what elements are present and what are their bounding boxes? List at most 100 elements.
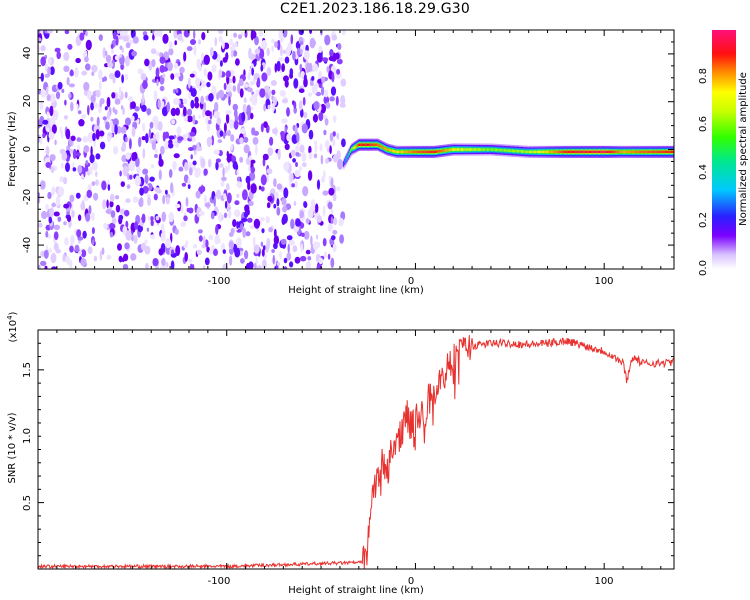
noise-speckle (102, 47, 107, 59)
noise-speckle (198, 39, 201, 45)
ridge-cell (407, 150, 410, 154)
noise-speckle (157, 98, 161, 109)
noise-speckle (202, 80, 206, 88)
noise-speckle (267, 104, 271, 110)
noise-speckle (244, 204, 250, 213)
noise-speckle (313, 101, 320, 110)
noise-speckle (109, 193, 115, 202)
noise-speckle (151, 59, 156, 68)
noise-speckle (40, 89, 47, 98)
noise-speckle (155, 215, 160, 221)
ridge-cell (637, 150, 640, 154)
ridge-cell (602, 150, 604, 154)
noise-speckle (254, 36, 259, 46)
noise-speckle (162, 73, 166, 78)
noise-speckle (111, 217, 117, 224)
ridge-cell (599, 150, 601, 154)
noise-speckle (188, 258, 192, 263)
noise-speckle (307, 208, 314, 219)
noise-speckle (114, 70, 121, 78)
ridge-cell (627, 150, 629, 154)
noise-speckle (282, 49, 286, 55)
noise-speckle (174, 228, 179, 235)
ridge-cell (357, 143, 360, 147)
ridge-cell (371, 143, 373, 146)
noise-speckle (259, 88, 266, 98)
snr-ylabel: SNR (10 * v/v) (7, 412, 18, 483)
noise-speckle (283, 266, 288, 269)
noise-speckle (90, 94, 96, 103)
noise-speckle (45, 204, 49, 211)
noise-speckle (203, 168, 208, 176)
ridge-cell (590, 150, 592, 154)
noise-speckle (134, 221, 139, 230)
snr-series-line (38, 335, 674, 569)
noise-speckle (150, 216, 154, 222)
noise-speckle (118, 214, 124, 221)
ridge-cell (654, 150, 657, 154)
ridge-cell (574, 150, 576, 154)
ridge-cell (426, 150, 429, 154)
noise-speckle (274, 63, 278, 73)
noise-speckle (218, 163, 224, 168)
noise-speckle (200, 95, 204, 105)
noise-speckle (160, 231, 166, 242)
noise-speckle (176, 126, 182, 135)
noise-speckle (144, 239, 148, 244)
noise-speckle (83, 168, 86, 178)
noise-speckle (120, 126, 127, 134)
noise-speckle (259, 48, 265, 60)
ridge-cell (664, 150, 667, 154)
ridge-cell (639, 150, 642, 154)
noise-speckle (268, 90, 272, 98)
ridge-cell (544, 150, 547, 154)
ridge-cell (440, 149, 443, 153)
ridge-cell (608, 150, 610, 154)
noise-speckle (223, 131, 226, 139)
ridge-cell (507, 149, 509, 152)
noise-speckle (302, 186, 309, 197)
noise-speckle (330, 216, 334, 225)
ridge-cell (508, 149, 511, 152)
ridge-cell (349, 149, 352, 153)
noise-speckle (249, 171, 256, 181)
noise-speckle (63, 115, 69, 120)
noise-speckle (125, 42, 131, 49)
noise-speckle (158, 158, 164, 167)
noise-speckle (307, 170, 313, 181)
ridge-cell (470, 148, 472, 151)
noise-speckle (156, 78, 159, 87)
noise-speckle (99, 80, 102, 91)
noise-speckle (300, 255, 307, 262)
ridge-cell (553, 150, 556, 154)
noise-speckle (289, 68, 294, 77)
noise-speckle (59, 126, 62, 134)
noise-speckle (328, 187, 335, 196)
ridge-cell (388, 148, 390, 152)
ridge-cell (643, 150, 645, 154)
ridge-cell (604, 150, 607, 154)
noise-speckle (240, 258, 245, 264)
ridge-cell (377, 143, 379, 146)
ridge-cell (603, 150, 606, 154)
noise-speckle (319, 143, 323, 152)
noise-speckle (188, 147, 194, 151)
ridge-cell (493, 148, 496, 151)
colorbar-tick-0.2: 0.2 (698, 212, 709, 228)
noise-speckle (315, 234, 319, 240)
noise-speckle (50, 252, 57, 264)
noise-speckle (40, 45, 46, 52)
noise-speckle (299, 210, 305, 219)
noise-speckle (208, 93, 214, 102)
noise-speckle (238, 120, 244, 126)
noise-speckle (219, 60, 223, 67)
noise-speckle (253, 244, 260, 254)
noise-speckle (260, 186, 265, 192)
noise-speckle (42, 132, 46, 139)
snr-ytick-0.5: 0.5 (22, 495, 33, 511)
noise-speckle (125, 198, 131, 203)
ridge-cell (422, 150, 424, 154)
ridge-cell (570, 150, 573, 154)
noise-speckle (173, 62, 179, 69)
ridge-cell (577, 150, 580, 154)
